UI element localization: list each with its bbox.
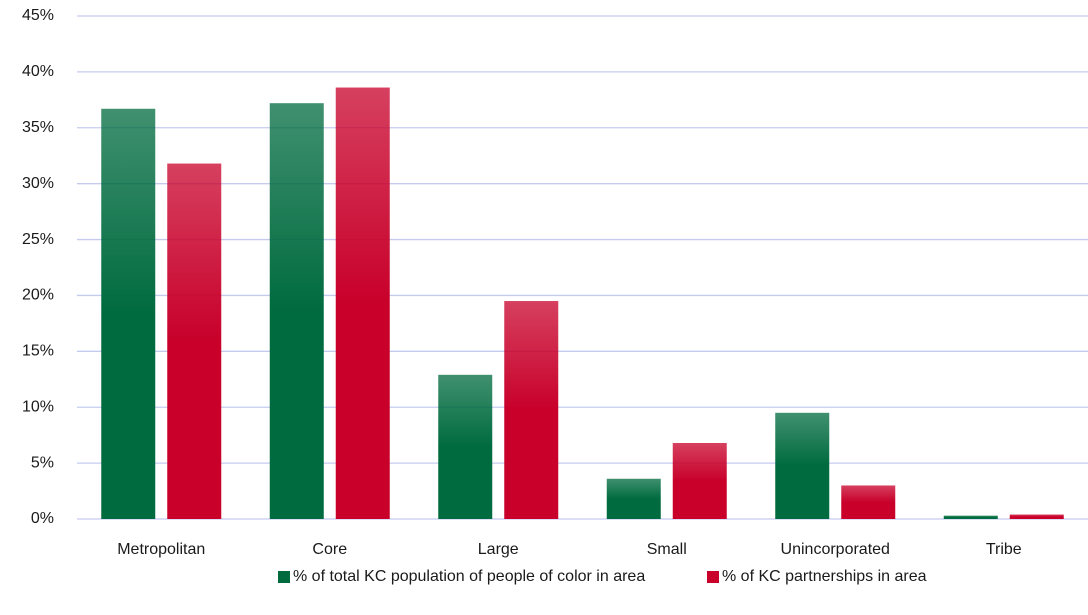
x-tick-label: Metropolitan — [117, 541, 205, 558]
x-tick-label: Large — [478, 541, 519, 558]
y-tick-label: 40% — [22, 63, 54, 80]
x-tick-label: Unincorporated — [781, 541, 890, 558]
bar — [1009, 514, 1064, 519]
bar — [606, 478, 661, 519]
y-tick-label: 30% — [22, 175, 54, 192]
y-tick-label: 25% — [22, 231, 54, 248]
bar — [167, 163, 222, 519]
y-tick-label: 35% — [22, 119, 54, 136]
y-tick-label: 20% — [22, 287, 54, 304]
bar — [841, 485, 896, 519]
y-tick-label: 45% — [22, 7, 54, 24]
x-tick-label: Small — [647, 541, 687, 558]
legend-swatch — [278, 571, 290, 583]
bar — [504, 301, 559, 519]
legend-swatch — [707, 571, 719, 583]
bar — [438, 374, 493, 519]
x-tick-label: Core — [312, 541, 347, 558]
bar — [335, 87, 390, 519]
y-tick-label: 5% — [31, 454, 54, 471]
legend-label: % of total KC population of people of co… — [293, 568, 645, 585]
x-tick-label: Tribe — [986, 541, 1022, 558]
y-tick-label: 0% — [31, 510, 54, 527]
y-tick-label: 15% — [22, 343, 54, 360]
legend-label: % of KC partnerships in area — [722, 568, 927, 585]
bar — [775, 412, 830, 519]
bar — [943, 515, 998, 519]
bar — [101, 108, 156, 519]
y-tick-label: 10% — [22, 398, 54, 415]
bar — [269, 103, 324, 519]
bar — [672, 442, 727, 519]
